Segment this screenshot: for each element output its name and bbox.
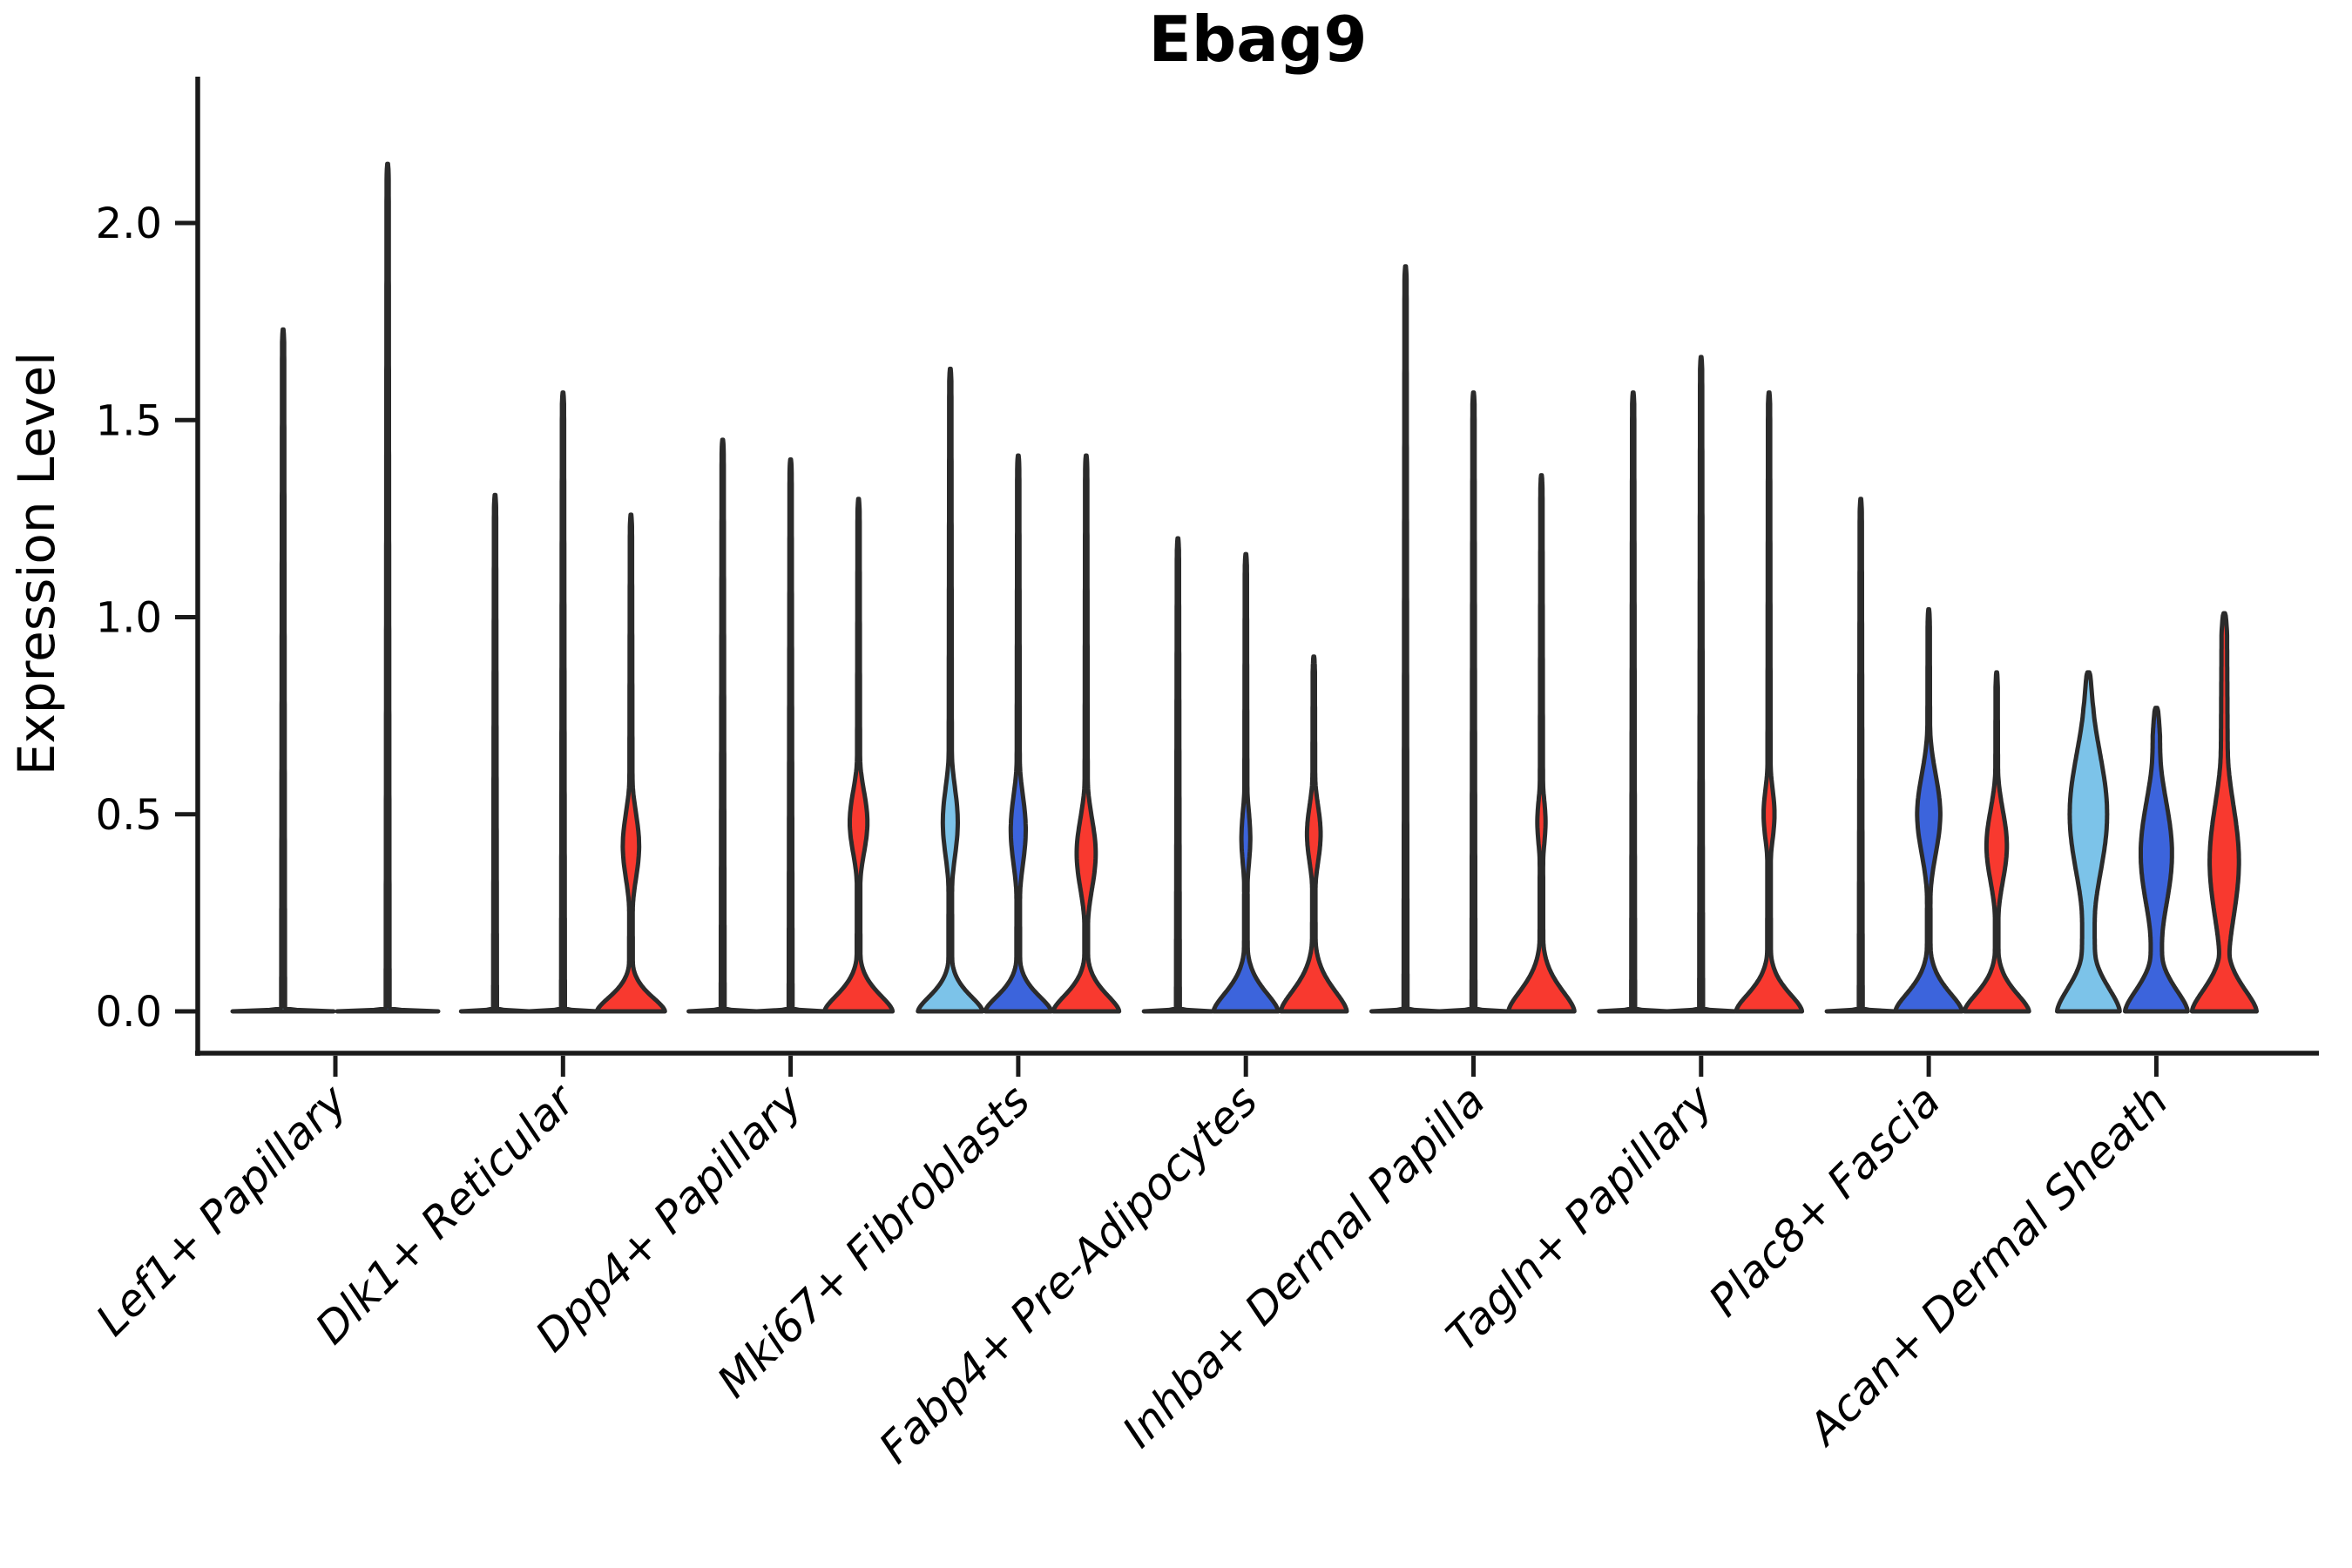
violin-2-split-2	[526, 390, 599, 1014]
violin-7-split-1	[1597, 390, 1670, 1014]
violin-2-split-1	[458, 492, 531, 1014]
y-tick-label: 2.0	[96, 199, 162, 248]
violin-4-split-2	[983, 453, 1054, 1014]
violin-7-split-2	[1665, 355, 1738, 1014]
x-tick-label-6: Inhba+ Dermal Papilla	[1113, 1075, 1495, 1456]
violin-3-split-3	[822, 497, 896, 1014]
chart-title: Ebag9	[1149, 3, 1368, 76]
violin-3-split-1	[686, 437, 760, 1014]
y-tick-label: 1.5	[96, 396, 162, 445]
x-tick-label-8: Plac8+ Fascia	[1700, 1075, 1950, 1326]
violin-3-split-2	[754, 457, 828, 1014]
violin-8-split-2	[1893, 607, 1964, 1014]
violin-5-split-2	[1211, 551, 1281, 1014]
y-axis-label: Expression Level	[7, 352, 66, 775]
y-tick-label: 1.0	[96, 594, 162, 643]
violin-5-split-1	[1141, 536, 1214, 1014]
y-tick-label: 0.0	[96, 988, 162, 1037]
x-tick-label-5: Fabp4+ Pre-Adipocytes	[869, 1075, 1267, 1473]
violins-layer	[230, 161, 2259, 1014]
violin-8-split-1	[1824, 497, 1897, 1014]
y-tick-label: 0.5	[96, 791, 162, 840]
violin-1-split-2	[335, 161, 441, 1014]
violin-6-split-2	[1437, 390, 1510, 1014]
violin-5-split-3	[1278, 654, 1349, 1014]
violin-6-split-1	[1369, 264, 1442, 1014]
violin-9-split-2	[2123, 706, 2190, 1014]
violin-1-split-1	[230, 327, 336, 1014]
violin-4-split-1	[916, 366, 985, 1014]
violin-9-split-3	[2189, 611, 2259, 1014]
violin-6-split-3	[1506, 473, 1577, 1014]
violin-2-split-3	[594, 512, 667, 1014]
violin-4-split-3	[1051, 453, 1122, 1014]
violin-9-split-1	[2055, 670, 2122, 1014]
x-tick-label-1: Lef1+ Papillary	[86, 1074, 357, 1345]
violin-7-split-3	[1734, 390, 1805, 1014]
violin-8-split-3	[1962, 670, 2031, 1014]
x-tick-label-9: Acan+ Dermal Sheath	[1797, 1075, 2178, 1456]
